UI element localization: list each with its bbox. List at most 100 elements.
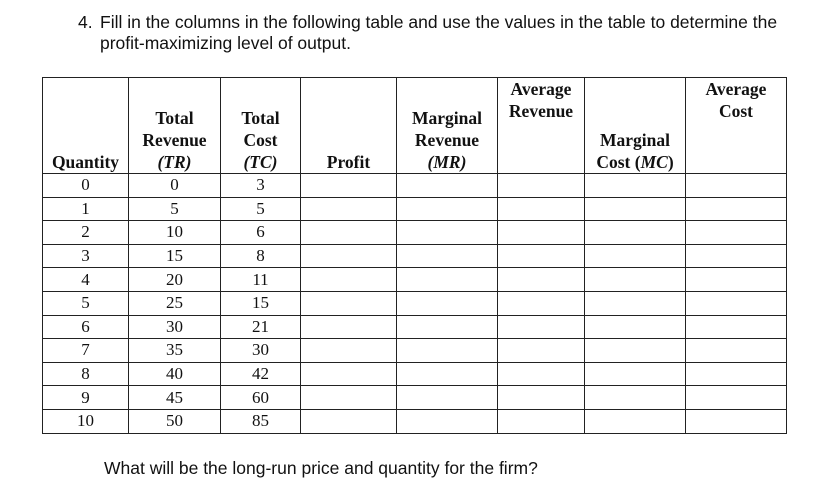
table-row: 3 15 8: [43, 244, 787, 268]
header-ar-line1: Average: [498, 78, 584, 100]
header-ac-line2: Cost: [686, 100, 786, 122]
cell-total-cost: 8: [221, 244, 301, 268]
cell-average-cost[interactable]: [686, 197, 787, 221]
cell-total-revenue: 30: [129, 315, 221, 339]
cell-average-revenue[interactable]: [498, 409, 585, 433]
cell-average-cost[interactable]: [686, 268, 787, 292]
cell-total-cost: 5: [221, 197, 301, 221]
cell-marginal-revenue[interactable]: [397, 244, 498, 268]
header-marginal-cost: Marginal Cost (MC): [585, 78, 686, 174]
table-row: 2 10 6: [43, 221, 787, 245]
cell-quantity: 10: [43, 409, 129, 433]
cell-total-revenue: 0: [129, 174, 221, 198]
cell-total-revenue: 45: [129, 386, 221, 410]
header-mc-line2: Cost (MC): [585, 151, 685, 173]
cell-marginal-revenue[interactable]: [397, 197, 498, 221]
cell-average-cost[interactable]: [686, 244, 787, 268]
cell-profit[interactable]: [301, 386, 397, 410]
cell-quantity: 2: [43, 221, 129, 245]
cell-marginal-cost[interactable]: [585, 339, 686, 363]
cell-average-cost[interactable]: [686, 221, 787, 245]
cell-marginal-revenue[interactable]: [397, 362, 498, 386]
cell-average-cost[interactable]: [686, 339, 787, 363]
cell-marginal-cost[interactable]: [585, 315, 686, 339]
header-tc-line3: (TC): [221, 151, 300, 173]
cell-average-revenue[interactable]: [498, 221, 585, 245]
cell-marginal-cost[interactable]: [585, 386, 686, 410]
cell-average-revenue[interactable]: [498, 244, 585, 268]
cell-marginal-cost[interactable]: [585, 197, 686, 221]
cell-profit[interactable]: [301, 174, 397, 198]
cell-quantity: 7: [43, 339, 129, 363]
cell-average-revenue[interactable]: [498, 362, 585, 386]
header-tr-line1: Total: [129, 107, 220, 129]
cell-average-revenue[interactable]: [498, 386, 585, 410]
cell-marginal-cost[interactable]: [585, 268, 686, 292]
economics-table: Quantity Total Revenue (TR) Total Cost (…: [42, 77, 787, 434]
cell-marginal-cost[interactable]: [585, 409, 686, 433]
cell-marginal-revenue[interactable]: [397, 174, 498, 198]
cell-profit[interactable]: [301, 362, 397, 386]
header-tr-line2: Revenue: [129, 129, 220, 151]
cell-average-revenue[interactable]: [498, 339, 585, 363]
cell-profit[interactable]: [301, 197, 397, 221]
cell-total-cost: 85: [221, 409, 301, 433]
header-mr-line1: Marginal: [397, 107, 497, 129]
cell-total-cost: 3: [221, 174, 301, 198]
cell-marginal-revenue[interactable]: [397, 268, 498, 292]
header-tc-line2: Cost: [221, 129, 300, 151]
cell-marginal-revenue[interactable]: [397, 339, 498, 363]
cell-profit[interactable]: [301, 221, 397, 245]
cell-marginal-cost[interactable]: [585, 244, 686, 268]
cell-average-cost[interactable]: [686, 291, 787, 315]
cell-marginal-cost[interactable]: [585, 362, 686, 386]
cell-profit[interactable]: [301, 409, 397, 433]
cell-quantity: 9: [43, 386, 129, 410]
table-row: 9 45 60: [43, 386, 787, 410]
cell-average-revenue[interactable]: [498, 174, 585, 198]
closing-question: What will be the long-run price and quan…: [104, 458, 538, 479]
cell-average-cost[interactable]: [686, 409, 787, 433]
header-profit: Profit: [301, 78, 397, 174]
cell-quantity: 4: [43, 268, 129, 292]
cell-quantity: 0: [43, 174, 129, 198]
cell-marginal-revenue[interactable]: [397, 386, 498, 410]
cell-average-cost[interactable]: [686, 315, 787, 339]
cell-marginal-revenue[interactable]: [397, 291, 498, 315]
cell-marginal-cost[interactable]: [585, 221, 686, 245]
cell-profit[interactable]: [301, 315, 397, 339]
cell-total-cost: 30: [221, 339, 301, 363]
cell-average-revenue[interactable]: [498, 268, 585, 292]
table-row: 7 35 30: [43, 339, 787, 363]
cell-profit[interactable]: [301, 268, 397, 292]
cell-profit[interactable]: [301, 244, 397, 268]
cell-total-cost: 42: [221, 362, 301, 386]
table-row: 10 50 85: [43, 409, 787, 433]
cell-average-cost[interactable]: [686, 174, 787, 198]
cell-marginal-revenue[interactable]: [397, 221, 498, 245]
cell-average-revenue[interactable]: [498, 315, 585, 339]
header-profit-label: Profit: [301, 151, 396, 173]
cell-average-cost[interactable]: [686, 386, 787, 410]
header-average-cost: Average Cost: [686, 78, 787, 174]
cell-marginal-revenue[interactable]: [397, 315, 498, 339]
cell-total-cost: 21: [221, 315, 301, 339]
cell-average-revenue[interactable]: [498, 197, 585, 221]
cell-profit[interactable]: [301, 291, 397, 315]
cell-profit[interactable]: [301, 339, 397, 363]
cell-marginal-revenue[interactable]: [397, 409, 498, 433]
table-row: 8 40 42: [43, 362, 787, 386]
table-row: 4 20 11: [43, 268, 787, 292]
cell-total-cost: 11: [221, 268, 301, 292]
question-number: 4.: [78, 12, 100, 33]
cell-average-cost[interactable]: [686, 362, 787, 386]
cell-total-revenue: 15: [129, 244, 221, 268]
cell-total-revenue: 5: [129, 197, 221, 221]
header-mr-line2: Revenue: [397, 129, 497, 151]
header-quantity: Quantity: [43, 78, 129, 174]
cell-marginal-cost[interactable]: [585, 291, 686, 315]
question-line-1: 4. Fill in the columns in the following t…: [78, 12, 828, 33]
cell-quantity: 1: [43, 197, 129, 221]
cell-marginal-cost[interactable]: [585, 174, 686, 198]
cell-average-revenue[interactable]: [498, 291, 585, 315]
